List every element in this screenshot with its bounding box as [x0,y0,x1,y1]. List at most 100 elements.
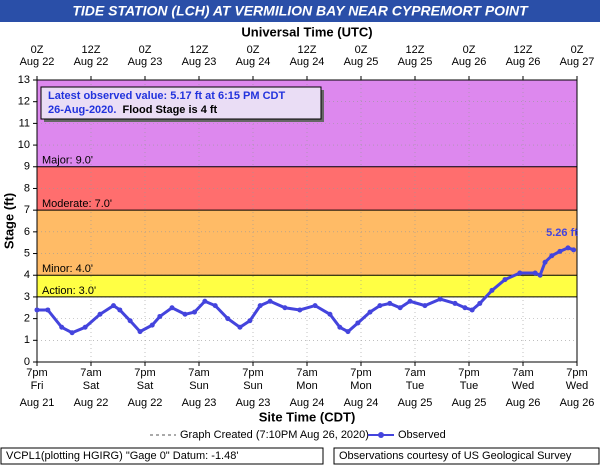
observed-point [267,298,273,304]
observed-point [297,307,303,313]
x-tick-day: Sun [243,380,263,392]
top-tick-label: 0Z [31,44,44,56]
observed-point [97,311,103,317]
observed-point [111,303,116,309]
observed-point [345,329,351,335]
title-bar [0,0,600,22]
observed-point [169,305,175,311]
observed-point [502,277,508,283]
observed-point [462,305,468,311]
observed-point [192,309,197,315]
top-tick-label: 12Z [190,44,209,56]
x-tick-day: Wed [566,380,588,392]
x-tick-label: 7pm [134,367,155,379]
observed-point [257,303,263,309]
x-tick-day: Wed [512,380,534,392]
top-tick-date: Aug 25 [344,56,379,68]
footer-right: Observations courtesy of US Geological S… [339,450,572,462]
observed-point [355,320,361,326]
observed-point [45,307,51,313]
info-line1: Latest observed value: 5.17 ft at 6:15 P… [48,90,285,102]
observed-point [337,324,343,330]
observed-point [117,307,123,313]
x-tick-date: Aug 26 [506,397,541,409]
y-tick-label: 7 [24,204,30,216]
x-tick-day: Fri [31,380,44,392]
x-tick-date: Aug 22 [74,397,109,409]
info-box [40,86,322,120]
observed-point [137,329,143,335]
x-tick-date: Aug 26 [560,397,595,409]
observed-point [565,245,571,251]
x-tick-label: 7pm [242,367,263,379]
threshold-label: Moderate: 7.0' [42,198,112,210]
info-line3: Flood Stage is 4 ft [122,104,217,116]
x-tick-date: Aug 24 [290,397,325,409]
observed-point [549,253,555,259]
observed-point [247,318,253,324]
footer-right-box [333,447,600,465]
x-tick-label: 7am [404,367,425,379]
observed-point [212,303,218,309]
top-tick-label: 0Z [355,44,368,56]
top-tick-label: 0Z [247,44,260,56]
top-tick-date: Aug 26 [506,56,541,68]
x-tick-date: Aug 25 [452,397,487,409]
observed-point [127,318,133,324]
x-tick-day: Mon [350,380,371,392]
y-tick-label: 2 [24,313,30,325]
legend-marker [378,432,384,438]
x-tick-label: 7pm [566,367,587,379]
observed-point [237,324,243,330]
observed-point [422,303,428,309]
top-tick-label: 12Z [82,44,101,56]
top-tick-date: Aug 23 [128,56,163,68]
top-tick-label: 0Z [139,44,152,56]
x-tick-date: Aug 21 [20,397,55,409]
x-tick-date: Aug 22 [128,397,163,409]
observed-point [282,305,288,311]
observed-point [477,300,483,306]
y-tick-label: 9 [24,161,30,173]
x-tick-date: Aug 23 [182,397,217,409]
x-tick-label: 7pm [458,367,479,379]
x-tick-date: Aug 25 [398,397,433,409]
observed-point [149,322,155,328]
observed-point [557,248,563,254]
y-axis-title: Stage (ft) [1,193,16,249]
threshold-label: Action: 3.0' [42,285,96,297]
observed-point [387,300,393,306]
observed-point [397,305,403,311]
legend-created: Graph Created (7:10PM Aug 26, 2020) [180,429,369,441]
observed-point [452,300,458,306]
peak-label: 5.26 ft [546,227,578,239]
top-tick-date: Aug 24 [290,56,325,68]
x-tick-day: Sat [83,380,100,392]
observed-point [537,272,543,278]
top-tick-date: Aug 22 [20,56,55,68]
observed-point [517,270,523,276]
observed-point [407,298,413,304]
observed-point [82,324,88,330]
observed-point [571,247,577,253]
observed-point [437,296,443,302]
plot-frame [36,79,578,363]
flood-band [37,275,577,297]
info-line2: 26-Aug-2020. [48,104,116,116]
x-tick-label: 7am [188,367,209,379]
footer-left: VCPL1(plotting HGIRG) "Gage 0" Datum: -1… [6,450,238,462]
x-tick-day: Tue [460,380,479,392]
y-tick-label: 1 [24,334,30,346]
x-tick-label: 7pm [350,367,371,379]
top-tick-date: Aug 22 [74,56,109,68]
top-tick-date: Aug 27 [560,56,595,68]
top-tick-label: 12Z [406,44,425,56]
threshold-label: Minor: 4.0' [42,263,93,275]
y-tick-label: 11 [19,117,30,129]
x-tick-day: Mon [296,380,317,392]
x-tick-label: 7am [296,367,317,379]
observed-point [469,307,475,313]
top-tick-label: 12Z [514,44,533,56]
threshold-label: Major: 9.0' [42,155,93,167]
